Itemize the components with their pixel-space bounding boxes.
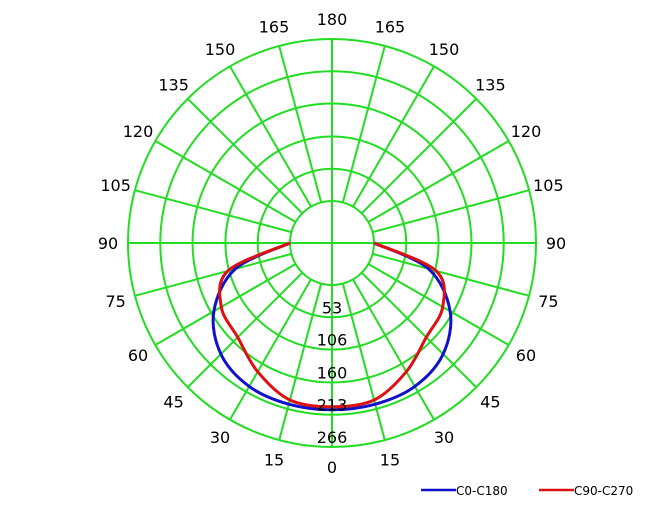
grid-spoke: [352, 65, 435, 208]
grid-spoke: [154, 140, 297, 223]
angle-label: 60: [128, 346, 148, 365]
angle-label: 135: [158, 76, 189, 95]
grid-spoke: [278, 283, 323, 441]
legend-label-c0-c180: C0-C180: [456, 484, 508, 498]
angle-label: 30: [434, 428, 454, 447]
series-layer: [211, 241, 453, 412]
angle-label: 120: [123, 122, 154, 141]
angle-label: 45: [163, 392, 183, 411]
grid-spoke: [367, 263, 510, 346]
radial-tick-label: 53: [322, 298, 342, 317]
angle-label: 150: [205, 40, 236, 59]
legend-label-c90-c270: C90-C270: [574, 484, 633, 498]
angle-label: 135: [475, 76, 506, 95]
grid-spoke: [134, 252, 292, 297]
angle-label: 90: [546, 234, 566, 253]
angle-label: 90: [98, 234, 118, 253]
grid-spoke: [187, 98, 304, 215]
angle-label: 15: [264, 450, 284, 469]
grid-spoke: [278, 45, 323, 203]
legend: C0-C180 C90-C270: [421, 484, 633, 498]
angle-label: 0: [327, 458, 337, 477]
grid-spoke: [341, 283, 386, 441]
grid-spoke: [229, 65, 312, 208]
angle-label: 75: [538, 292, 558, 311]
angle-label: 150: [429, 40, 460, 59]
grid-spoke: [360, 271, 477, 388]
series-line-c90-c270: [218, 241, 446, 409]
polar-grid: [127, 38, 537, 448]
grid-spoke: [372, 189, 530, 234]
angle-label: 105: [100, 176, 131, 195]
angle-label: 60: [516, 346, 536, 365]
grid-spoke: [134, 189, 292, 234]
grid-spoke: [187, 271, 304, 388]
angle-label: 165: [259, 18, 290, 37]
angle-label: 45: [480, 392, 500, 411]
angle-label: 105: [533, 176, 564, 195]
radial-tick-label: 160: [317, 363, 348, 382]
grid-spoke: [154, 263, 297, 346]
grid-spoke: [360, 98, 477, 215]
grid-spoke: [367, 140, 510, 223]
angle-label: 180: [317, 10, 348, 29]
grid-spoke: [372, 252, 530, 297]
angle-label: 165: [375, 18, 406, 37]
angle-label: 15: [380, 450, 400, 469]
grid-spoke: [229, 278, 312, 421]
angle-label: 120: [511, 122, 542, 141]
series-line-c0-c180: [211, 241, 453, 412]
angle-label: 75: [105, 292, 125, 311]
radial-tick-label: 266: [317, 428, 348, 447]
grid-spoke: [341, 45, 386, 203]
angle-labels: 0 15 30 45 60 75 90 105 120 135 150 165 180 15 30 45 60 7…: [98, 10, 566, 477]
grid-spoke: [352, 278, 435, 421]
radial-tick-label: 213: [317, 396, 348, 415]
angle-label: 30: [210, 428, 230, 447]
radial-tick-labels: 53 106 160 213 266: [317, 298, 348, 447]
radial-tick-label: 106: [317, 331, 348, 350]
